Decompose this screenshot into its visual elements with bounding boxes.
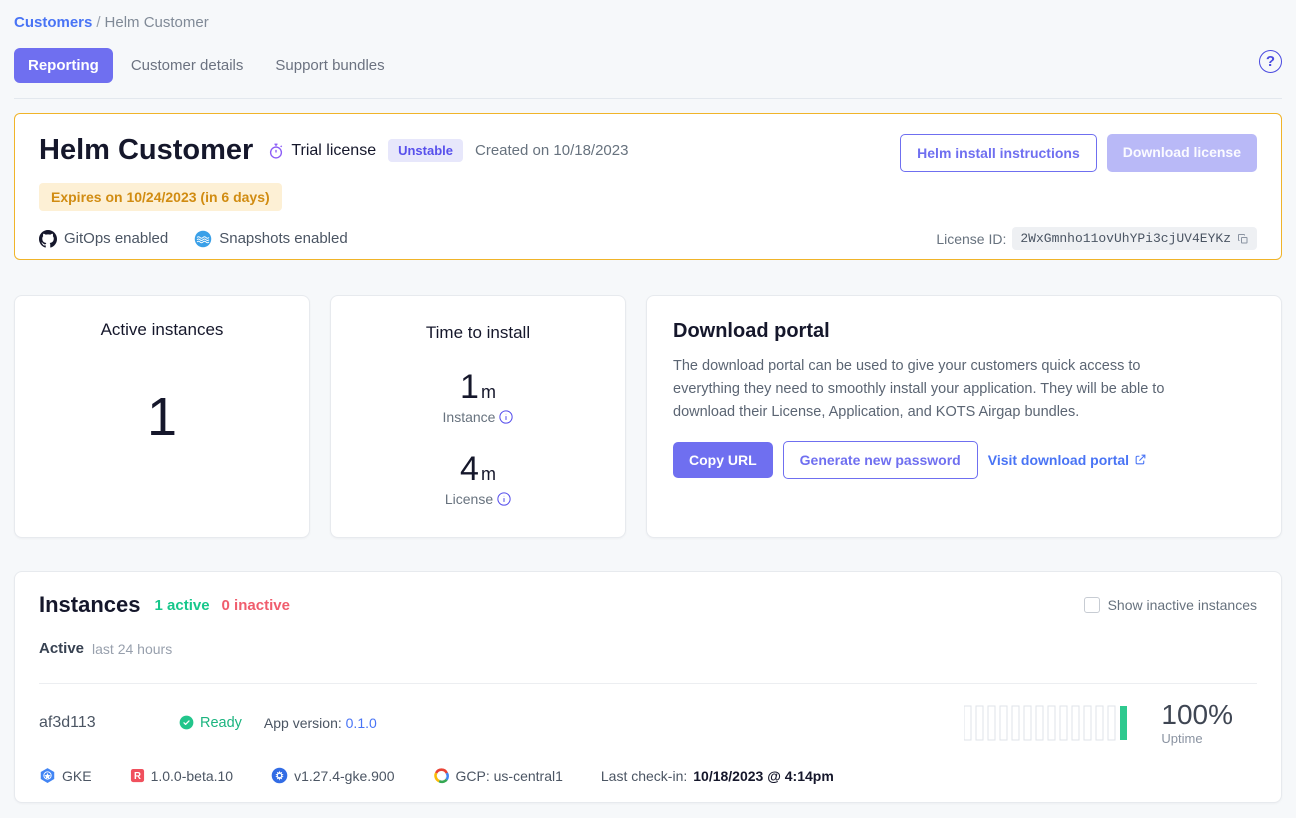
svg-text:R: R [134,771,141,782]
